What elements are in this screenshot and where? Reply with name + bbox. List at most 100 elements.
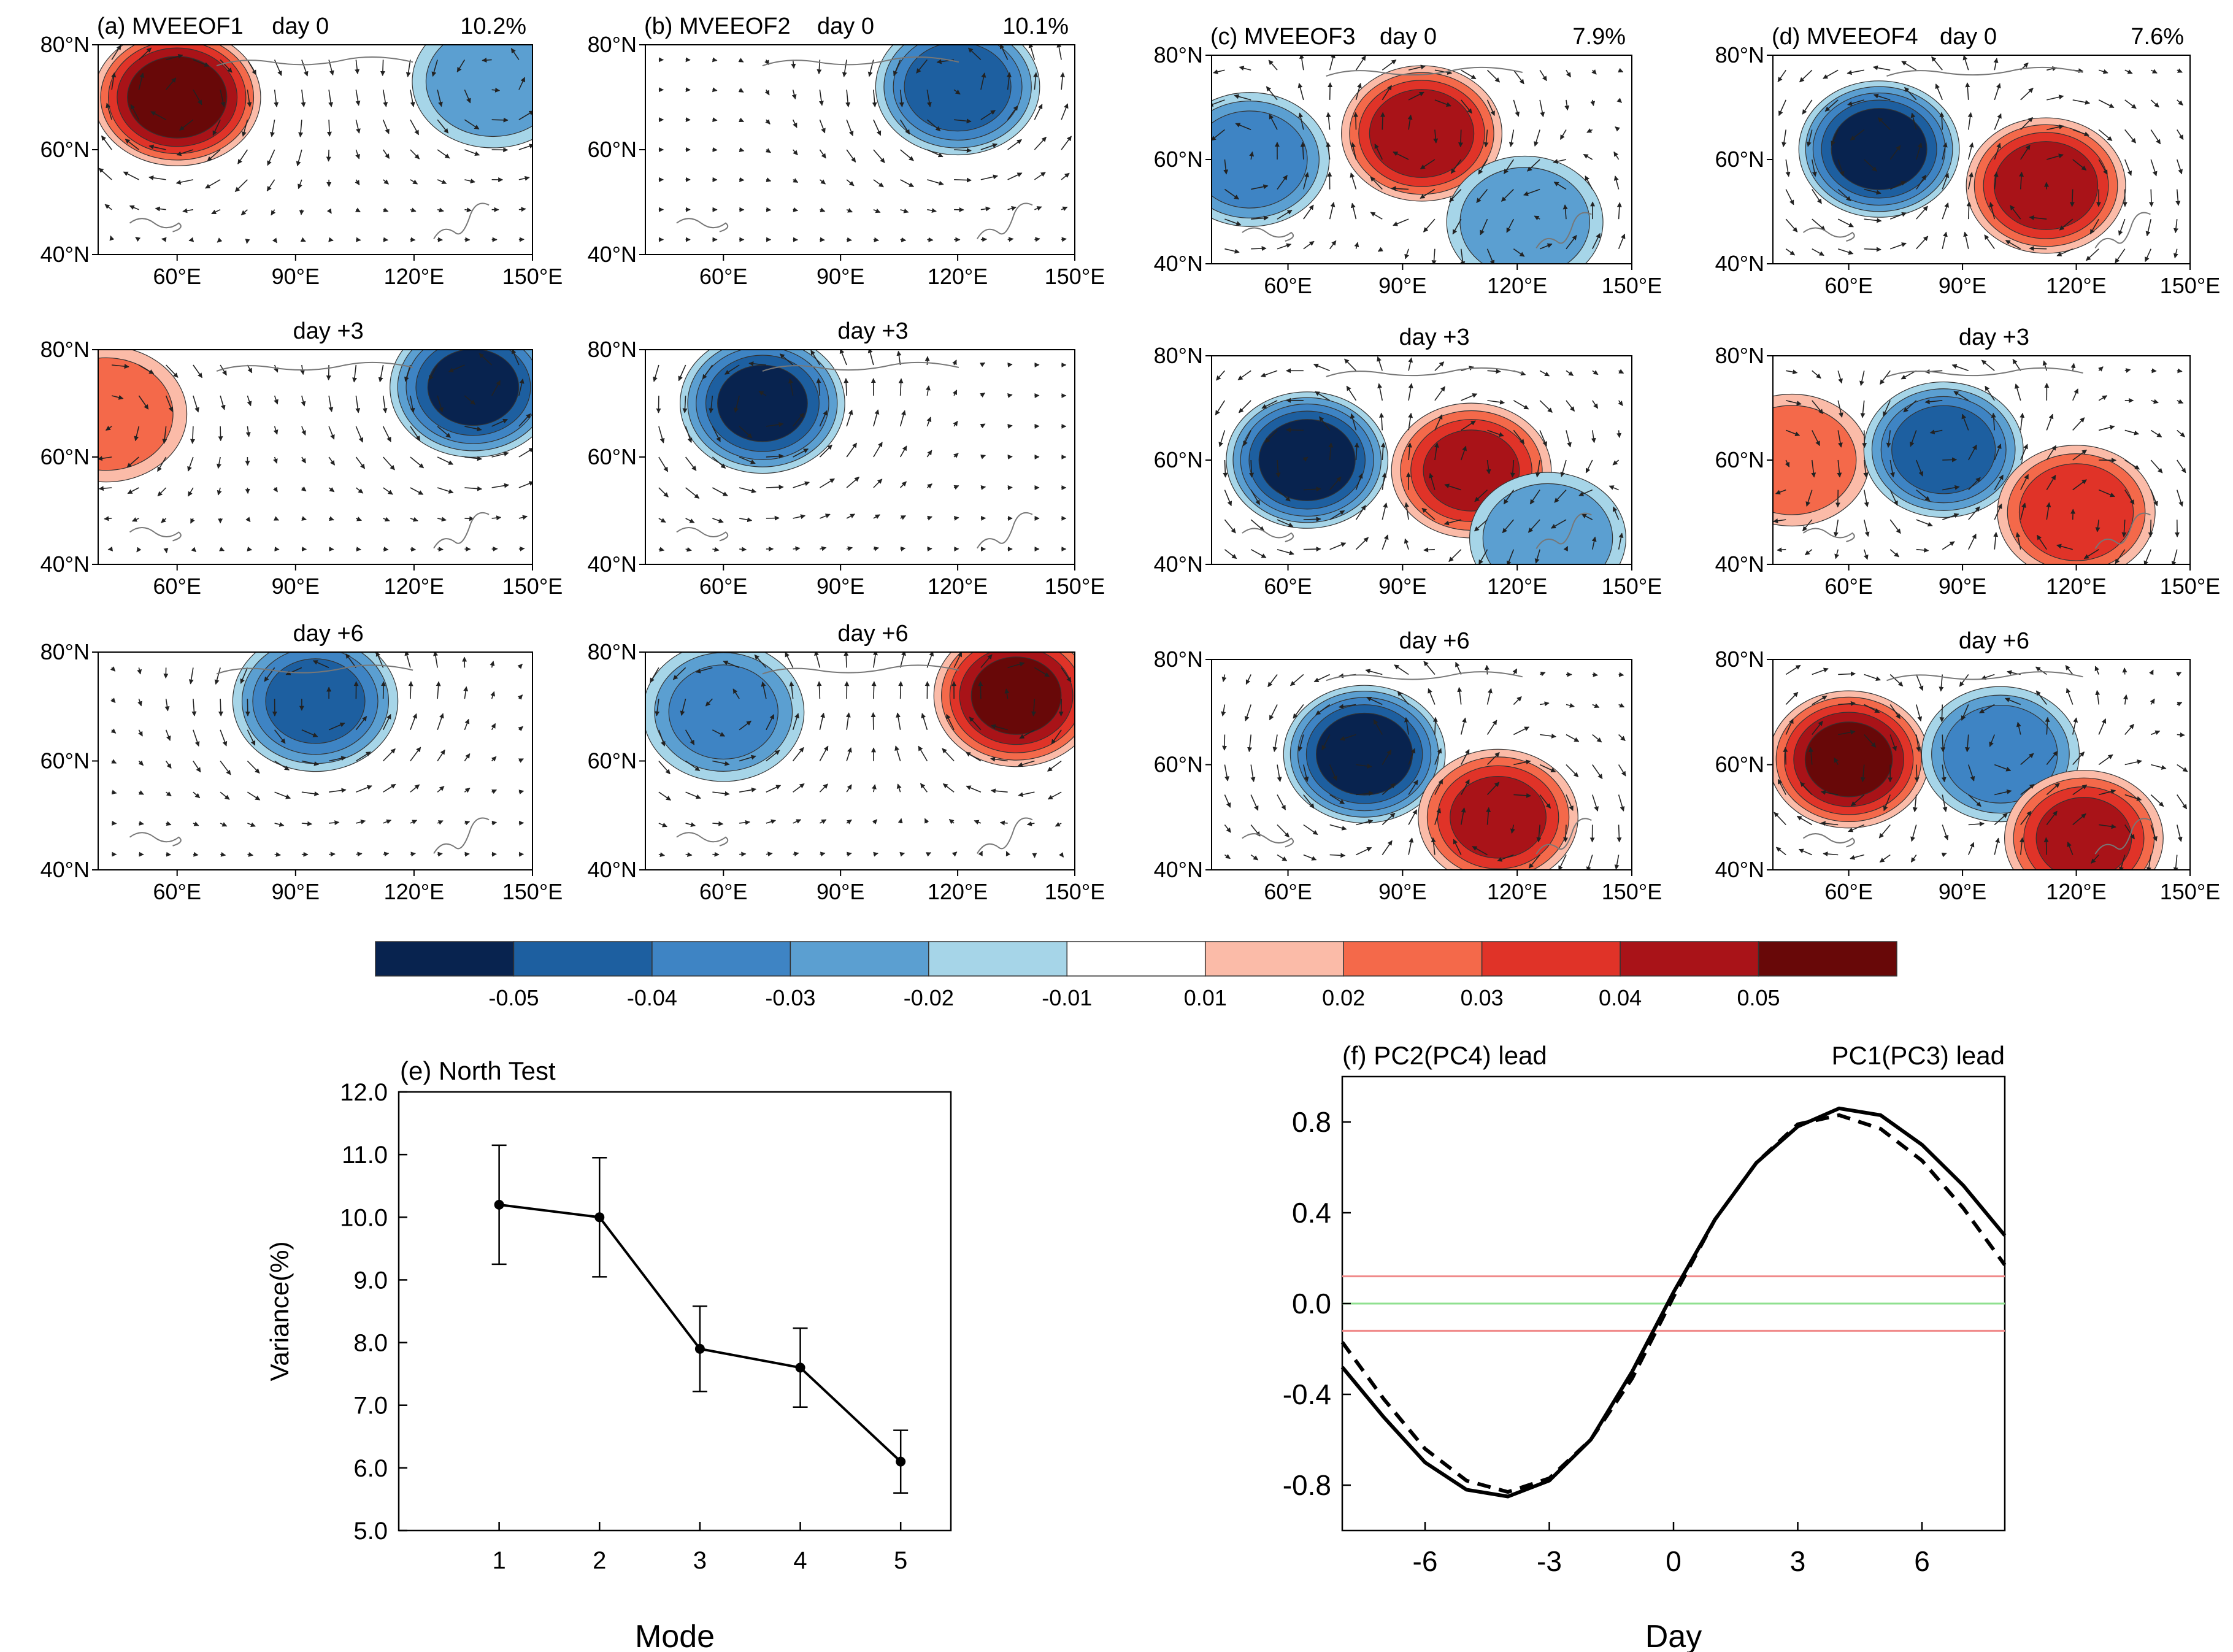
anomaly-contour	[717, 364, 808, 442]
wind-vector	[2069, 189, 2075, 207]
wind-vector	[1303, 204, 1314, 220]
coastlines	[1242, 66, 1592, 249]
y-tick-label: 60°N	[1715, 447, 1764, 472]
wind-vector	[785, 652, 794, 668]
wind-vector	[437, 456, 454, 465]
lead-lag-chart: (f) PC2(PC4) lead PC1(PC3) lead -0.8 -0.4 0.…	[1283, 1041, 2007, 1652]
wind-vector	[129, 205, 139, 210]
wind-vector	[410, 820, 418, 824]
wind-vector	[1485, 664, 1489, 675]
panel-day-label: day +6	[293, 621, 364, 647]
wind-vector	[383, 748, 396, 762]
wind-vector	[491, 756, 497, 762]
x-tick-label: 60°E	[699, 879, 747, 904]
wind-vector	[329, 547, 334, 552]
wind-vector	[355, 395, 361, 413]
wind-vector	[819, 745, 829, 761]
wind-vector	[1026, 821, 1035, 826]
wind-vector	[165, 761, 172, 769]
y-tick-label: 80°N	[588, 32, 637, 57]
wind-vector	[845, 90, 851, 107]
wind-vectors	[1221, 661, 1626, 870]
wind-vector	[437, 749, 445, 761]
y-tick-label: 0.0	[1292, 1288, 1331, 1320]
wind-vector	[274, 822, 285, 827]
wind-vector	[1502, 519, 1514, 534]
data-point	[694, 1343, 705, 1354]
wind-vector	[217, 237, 223, 243]
wind-vector	[1534, 549, 1540, 564]
wind-vector	[383, 207, 389, 212]
wind-vector	[410, 517, 418, 522]
colorbar-swatch	[651, 941, 791, 977]
wind-vector	[765, 119, 771, 125]
colorbar-swatch	[1481, 941, 1621, 977]
y-tick-label: 80°N	[1154, 647, 1203, 672]
wind-vector	[240, 667, 248, 684]
wind-vector	[1566, 235, 1577, 250]
map-contents	[658, 45, 1072, 242]
wind-vector	[846, 149, 856, 163]
wind-vector	[1583, 153, 1593, 160]
anomaly-contour	[2035, 797, 2132, 870]
wind-vector	[1513, 99, 1520, 117]
wind-vector	[766, 453, 784, 459]
wind-vector	[1224, 854, 1231, 859]
wind-vector	[1060, 72, 1066, 90]
wind-vectors	[658, 45, 1072, 242]
wind-vector	[110, 666, 116, 672]
wind-vector	[1393, 218, 1409, 226]
anomaly-contour	[1212, 110, 1308, 209]
wind-vector	[655, 698, 660, 717]
y-tick-label: 80°N	[1154, 42, 1203, 67]
wind-vector	[464, 426, 482, 432]
wind-vector	[188, 667, 194, 685]
wind-vector	[712, 518, 724, 523]
wind-vector	[766, 177, 772, 182]
wind-vector	[193, 89, 202, 106]
y-tick-label: 60°N	[588, 748, 637, 774]
wind-vector	[1539, 69, 1547, 82]
x-tick-label: 150°E	[1045, 264, 1105, 289]
wind-vector	[220, 791, 230, 800]
wind-vector	[464, 851, 470, 857]
wind-vector	[1047, 791, 1062, 800]
wind-vector	[356, 547, 361, 552]
wind-vector	[980, 174, 998, 180]
y-tick-label: 40°N	[588, 551, 637, 577]
wind-vector	[766, 750, 780, 762]
wind-vector	[491, 789, 498, 794]
wind-vector	[1585, 175, 1593, 190]
wind-vector	[138, 72, 145, 90]
wind-vector	[510, 48, 520, 60]
wind-vector	[328, 237, 334, 242]
wind-vector	[650, 667, 659, 683]
wind-vector	[271, 209, 276, 216]
map-panel-1-3: 60°E 90°E 120°E 150°E 80°N 60°N 40°N day +6	[40, 621, 563, 904]
x-tick-label: 5	[894, 1547, 907, 1574]
map-column-1: 60°E 90°E 120°E 150°E 80°N 60°N 40°N (a) MVEEOF…	[40, 13, 563, 904]
wind-vector	[214, 667, 221, 685]
wind-vector	[705, 698, 713, 707]
wind-vector	[978, 850, 983, 856]
wind-vector	[437, 179, 447, 184]
map-panel-1-2: 60°E 90°E 120°E 150°E 80°N 60°N 40°N day +3	[40, 318, 563, 599]
panel-day-label: day +3	[1399, 325, 1469, 350]
wind-vector	[410, 395, 415, 413]
wind-vector	[267, 149, 275, 166]
panel-day-label: day +6	[1959, 628, 2029, 654]
wind-vector	[953, 89, 961, 95]
wind-vector	[410, 547, 417, 552]
wind-vector	[301, 547, 307, 552]
wind-vector	[899, 445, 907, 458]
wind-vector	[1618, 67, 1624, 73]
wind-vector	[355, 426, 364, 443]
wind-vector	[355, 90, 361, 106]
anomaly-negative-1	[645, 652, 805, 782]
x-tick-label: 150°E	[2160, 273, 2220, 298]
wind-vector	[819, 410, 828, 427]
wind-vector	[220, 59, 233, 73]
chart-title-right: PC1(PC3) lead	[1832, 1041, 2005, 1070]
wind-vector	[491, 380, 501, 396]
wind-vector	[1452, 218, 1462, 235]
